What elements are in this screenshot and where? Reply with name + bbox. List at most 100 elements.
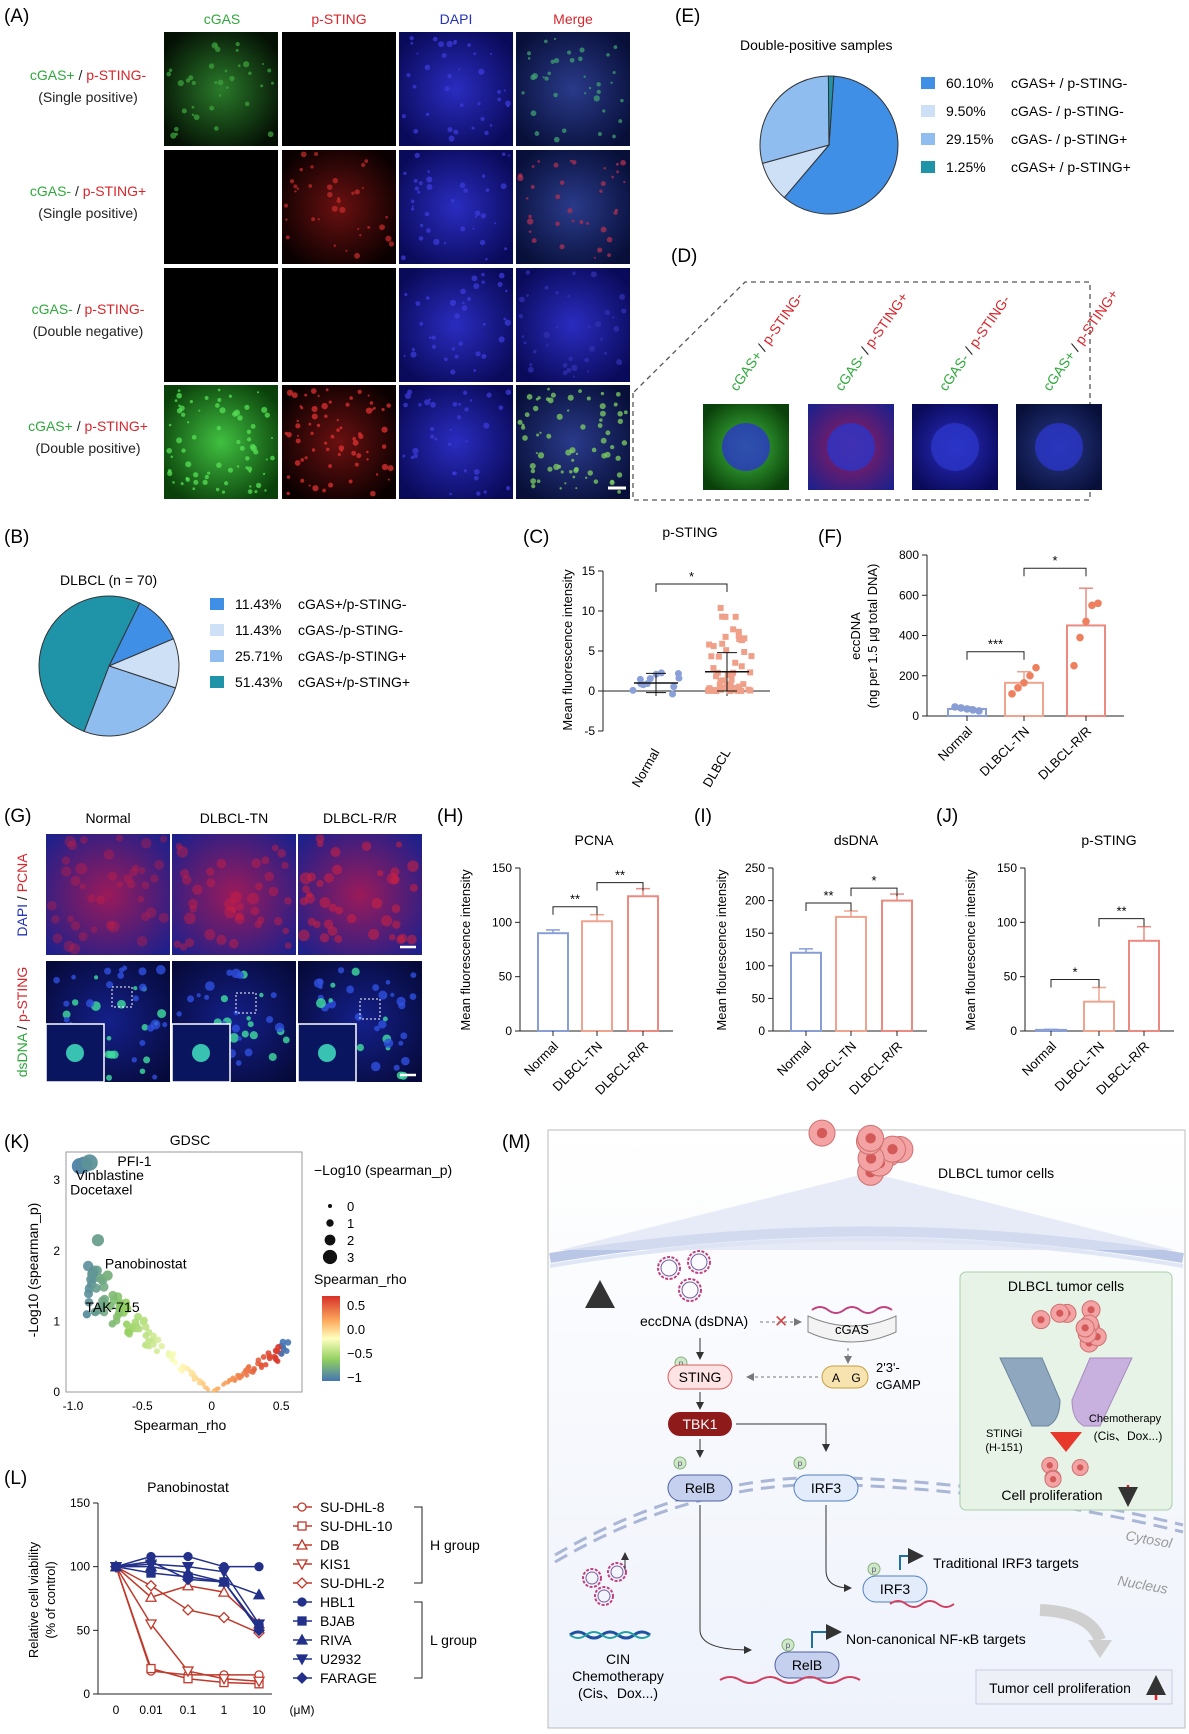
cell-dot: [612, 70, 616, 75]
pcna-dot: [138, 867, 146, 875]
nucleus-dot: [270, 992, 277, 999]
pcna-dot: [230, 891, 242, 904]
nucleus-dot: [396, 996, 406, 1006]
cell-dot: [572, 475, 576, 479]
nucleus-dot: [205, 981, 215, 991]
cell-dot: [588, 86, 592, 90]
psting-status: p-STING-: [966, 292, 1014, 351]
pcna-dot: [327, 926, 338, 937]
cell-dot: [336, 198, 341, 204]
cell-dot: [550, 59, 555, 64]
cell-dot: [596, 89, 601, 95]
pcna-dot: [281, 861, 289, 870]
cell-dot: [609, 480, 615, 486]
cell-dot: [544, 285, 549, 290]
cell-dot: [471, 275, 478, 282]
cell-dot: [191, 80, 196, 86]
marker: [295, 1538, 309, 1550]
nucleus-dot: [93, 975, 99, 980]
cell-dot: [401, 255, 406, 261]
cell-dot: [466, 296, 471, 301]
m-chemo-label: Chemotherapy: [572, 1668, 664, 1684]
cell-dot: [610, 445, 615, 450]
cell-dot: [460, 226, 466, 232]
dsdna-label: dsDNA: [14, 1032, 30, 1077]
drug-label: PFI-1: [117, 1153, 151, 1169]
cell-dot: [559, 180, 565, 186]
cell-dot: [547, 387, 550, 391]
cell-dot: [481, 353, 487, 359]
cell-dot: [286, 389, 294, 396]
cell-dot: [166, 447, 173, 454]
marker: [252, 1588, 266, 1600]
nucleus-dot: [139, 1040, 146, 1046]
cell-dot: [547, 71, 551, 76]
y-tick-label: 3: [53, 1173, 60, 1187]
cell-dot: [267, 68, 272, 73]
cell-dot: [317, 394, 320, 398]
cell-dot: [409, 36, 414, 41]
data-point: [710, 665, 717, 672]
cell-dot: [607, 253, 611, 258]
pie-slice: [827, 75, 835, 146]
cell-dot: [354, 462, 359, 467]
nucleus-dot: [356, 1043, 365, 1052]
drug-point: [149, 1332, 157, 1340]
panel-a-col-cgas: cGAS: [204, 11, 241, 27]
legend-label: FARAGE: [320, 1670, 377, 1686]
eccdna-ring: [607, 1562, 627, 1582]
pcna-dot: [323, 919, 334, 929]
m-stingi-drug: (H-151): [985, 1442, 1022, 1454]
pcna-dot: [70, 921, 81, 931]
panel-a-col-psting: p-STING: [311, 11, 366, 27]
cell-dot: [542, 76, 545, 79]
pcna-dot: [316, 880, 324, 888]
cell-dot: [460, 288, 466, 295]
data-point: [714, 669, 721, 676]
m-p-label-5: p: [786, 1641, 791, 1650]
legend-label: cGAS+ / p-STING+: [1011, 159, 1131, 175]
cell-dot: [429, 426, 435, 432]
cgamp-shape: [821, 1365, 869, 1389]
x-tick-label: -0.5: [132, 1399, 153, 1413]
bar: [627, 895, 659, 1033]
cell-dot: [349, 396, 353, 400]
cell-dot: [419, 223, 424, 228]
cell-dot: [299, 405, 303, 408]
data-point: [717, 686, 724, 693]
y-tick-label: 10: [582, 604, 596, 618]
cell-dot: [575, 487, 578, 490]
cell-dot: [403, 354, 406, 357]
cell-dot: [253, 449, 259, 455]
cell-dot: [557, 464, 562, 469]
cell-dot: [597, 423, 603, 428]
pcna-dot: [282, 927, 290, 935]
panel-letter-j: (J): [936, 806, 958, 827]
x-axis-label: Spearman_rho: [134, 1417, 227, 1433]
pcna-dot: [115, 834, 123, 842]
cell-dot: [565, 449, 572, 456]
pcna-dot: [390, 867, 400, 877]
legend-label: cGAS-/p-STING+: [298, 648, 407, 664]
m-inset-chemo: Chemotherapy: [1089, 1413, 1162, 1425]
cell-dot: [545, 397, 550, 402]
cell-dot: [571, 219, 575, 223]
cell-dot: [489, 124, 493, 127]
cell-dot: [243, 61, 250, 68]
legend-label: SU-DHL-10: [320, 1518, 393, 1534]
cell-dot: [559, 244, 565, 250]
m-prolif-label: Tumor cell proliferation: [989, 1680, 1131, 1696]
cell-dot: [484, 130, 489, 136]
nucleus-dot: [133, 986, 138, 991]
cell-dot: [567, 208, 573, 214]
cell-dot: [473, 468, 480, 475]
cell-dot: [497, 281, 503, 287]
data-point: [747, 669, 754, 676]
cell-dot: [504, 319, 511, 326]
data-point: [732, 613, 739, 620]
cell-dot: [415, 301, 421, 306]
cell-dot: [338, 445, 345, 451]
pcna-dot: [392, 920, 401, 929]
marker: [218, 1576, 230, 1588]
nucleus-dot: [117, 999, 126, 1009]
